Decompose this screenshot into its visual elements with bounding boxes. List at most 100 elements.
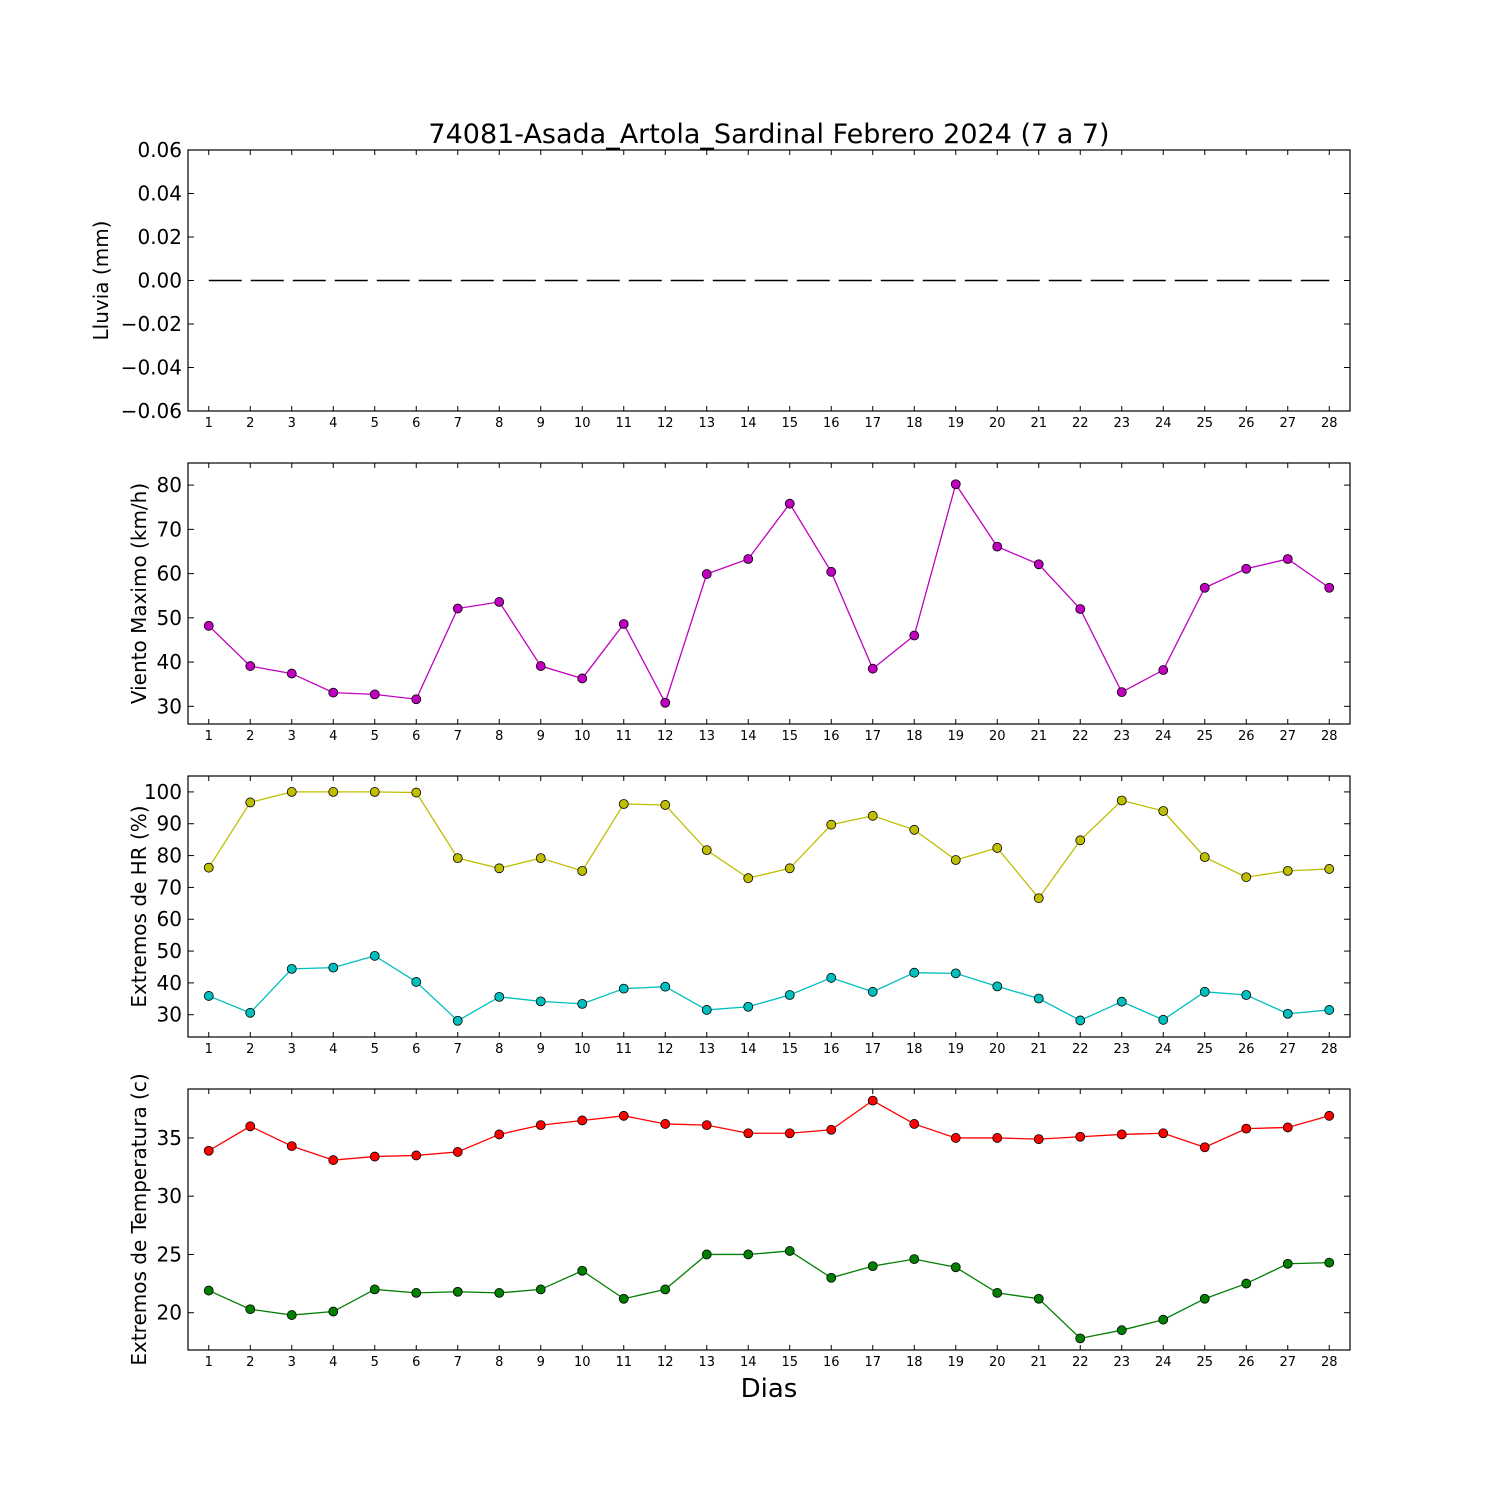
data-point <box>701 1005 712 1015</box>
x-tick-label: 17 <box>864 729 881 744</box>
data-point <box>909 967 920 978</box>
data-point <box>618 1110 629 1121</box>
x-tick-label: 4 <box>329 729 337 744</box>
data-point <box>328 1155 339 1165</box>
data-point <box>1033 1293 1044 1304</box>
data-point <box>701 845 712 856</box>
x-tick-label: 24 <box>1155 416 1172 431</box>
data-point <box>784 1246 795 1256</box>
data-point <box>286 1310 297 1320</box>
data-point <box>245 1304 256 1315</box>
y-tick-label: 100 <box>144 780 182 804</box>
series-line-3-1 <box>208 791 1330 900</box>
x-tick-label: 3 <box>288 1355 296 1370</box>
data-point <box>494 863 505 874</box>
data-point <box>494 1129 505 1140</box>
x-tick-label: 17 <box>864 416 881 431</box>
x-tick-label: 7 <box>454 1355 462 1370</box>
data-point <box>535 1284 546 1295</box>
data-point <box>826 819 837 830</box>
data-point <box>411 1288 422 1298</box>
data-point <box>452 1286 463 1297</box>
x-tick-label: 9 <box>537 1355 545 1370</box>
x-tick-label: 6 <box>412 1355 420 1370</box>
data-point <box>494 1288 505 1298</box>
x-tick-label: 19 <box>947 729 964 744</box>
data-point <box>245 1007 256 1018</box>
data-point <box>452 1015 463 1026</box>
x-tick-label: 18 <box>906 416 923 431</box>
data-point <box>950 1262 961 1273</box>
data-point <box>494 597 505 607</box>
x-tick-label: 27 <box>1279 416 1296 431</box>
data-point <box>1158 1014 1169 1025</box>
data-point <box>245 661 256 671</box>
data-point <box>1116 1129 1127 1140</box>
data-point <box>1282 1258 1293 1269</box>
subplot-1: −0.06−0.04−0.020.000.020.040.061 2 3 4 5 6 7 8 9… <box>89 138 1351 431</box>
data-point <box>1199 986 1210 997</box>
x-tick-label: 26 <box>1238 1355 1255 1370</box>
x-tick-label: 23 <box>1113 1042 1130 1057</box>
data-point <box>618 619 629 629</box>
y-tick-label: 0.06 <box>137 138 182 162</box>
x-tick-label: 27 <box>1279 1042 1296 1057</box>
data-point <box>867 986 878 997</box>
data-point <box>1241 872 1252 883</box>
data-point <box>577 999 588 1009</box>
data-point <box>286 1141 297 1151</box>
x-tick-label: 7 <box>454 416 462 431</box>
y-tick-label: 40 <box>157 650 182 674</box>
x-tick-label: 24 <box>1155 1355 1172 1370</box>
x-tick-label: 15 <box>781 1042 798 1057</box>
y-tick-label: 70 <box>157 517 182 541</box>
data-point <box>1075 1333 1086 1344</box>
x-tick-label: 15 <box>781 729 798 744</box>
data-point <box>245 797 256 808</box>
x-tick-label: 22 <box>1072 1042 1089 1057</box>
data-point <box>1116 996 1127 1007</box>
x-tick-label: 4 <box>329 416 337 431</box>
data-point <box>411 1150 422 1161</box>
data-point <box>535 996 546 1007</box>
x-tick-label: 2 <box>246 1355 254 1370</box>
x-tick-label: 20 <box>989 729 1006 744</box>
data-point <box>328 1306 339 1317</box>
y-tick-label: 50 <box>157 606 182 630</box>
y-tick-label: 80 <box>157 473 182 497</box>
plot-frame <box>187 775 1351 1038</box>
x-tick-label: 13 <box>698 416 715 431</box>
data-point <box>1116 687 1127 698</box>
data-point <box>826 972 837 983</box>
y-tick-label: 40 <box>157 971 182 995</box>
x-tick-label: 5 <box>371 416 379 431</box>
data-point <box>203 620 214 631</box>
data-point <box>618 1293 629 1304</box>
data-point <box>203 1145 214 1156</box>
y-tick-label: 60 <box>157 907 182 931</box>
data-point <box>1324 1110 1335 1121</box>
x-tick-label: 19 <box>947 416 964 431</box>
x-tick-label: 12 <box>657 1355 674 1370</box>
x-tick-label: 18 <box>906 729 923 744</box>
x-tick-label: 27 <box>1279 1355 1296 1370</box>
x-tick-label: 4 <box>329 1042 337 1057</box>
x-tick-label: 8 <box>495 416 503 431</box>
x-tick-label: 14 <box>740 729 757 744</box>
data-point <box>577 1115 588 1126</box>
data-point <box>577 865 588 876</box>
x-tick-label: 25 <box>1196 1355 1213 1370</box>
data-point <box>328 787 339 797</box>
data-point <box>826 1124 837 1135</box>
data-point <box>743 1128 754 1139</box>
data-point <box>1282 1122 1293 1133</box>
y-tick-label: −0.06 <box>121 399 182 423</box>
data-point <box>950 1133 961 1143</box>
data-point <box>1033 893 1044 904</box>
y-tick-label: −0.02 <box>121 312 182 336</box>
x-tick-label: 9 <box>537 416 545 431</box>
x-tick-label: 23 <box>1113 1355 1130 1370</box>
x-tick-label: 10 <box>574 416 591 431</box>
